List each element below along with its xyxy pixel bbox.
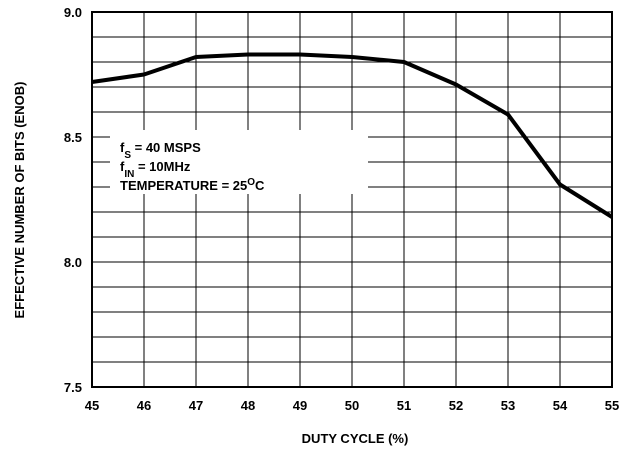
annotation-part: C bbox=[255, 178, 265, 193]
annotation-part: TEMPERATURE = 25 bbox=[120, 178, 247, 193]
x-tick-label: 46 bbox=[137, 398, 151, 413]
plot-frame bbox=[91, 11, 613, 388]
annotation: TEMPERATURE = 25OC bbox=[120, 177, 265, 194]
annotation-part: f bbox=[120, 159, 125, 174]
x-tick-label: 48 bbox=[241, 398, 255, 413]
annotation-part: = 40 MSPS bbox=[131, 140, 201, 155]
annotation-part: O bbox=[247, 177, 255, 188]
x-tick-label: 55 bbox=[605, 398, 619, 413]
x-tick-label: 54 bbox=[553, 398, 568, 413]
annotation-part: = 10MHz bbox=[134, 159, 190, 174]
y-tick-label: 7.5 bbox=[64, 380, 82, 395]
y-tick-label: 9.0 bbox=[64, 5, 82, 20]
x-tick-label: 45 bbox=[85, 398, 99, 413]
y-axis-label: EFFECTIVE NUMBER OF BITS (ENOB) bbox=[12, 82, 27, 319]
x-axis-label: DUTY CYCLE (%) bbox=[302, 431, 409, 446]
x-tick-label: 52 bbox=[449, 398, 463, 413]
annotation-part: S bbox=[124, 150, 131, 161]
x-tick-label: 49 bbox=[293, 398, 307, 413]
annotation: fS = 40 MSPS bbox=[120, 140, 201, 161]
annotation-part: IN bbox=[124, 169, 134, 180]
y-tick-label: 8.5 bbox=[64, 130, 82, 145]
data-line bbox=[91, 52, 614, 219]
annotation: fIN = 10MHz bbox=[120, 159, 191, 180]
x-tick-label: 53 bbox=[501, 398, 515, 413]
x-tick-label: 47 bbox=[189, 398, 203, 413]
annotation-box bbox=[110, 130, 368, 194]
x-tick-label: 50 bbox=[345, 398, 359, 413]
x-tick-label: 51 bbox=[397, 398, 411, 413]
y-tick-label: 8.0 bbox=[64, 255, 82, 270]
annotation-part: f bbox=[120, 140, 125, 155]
